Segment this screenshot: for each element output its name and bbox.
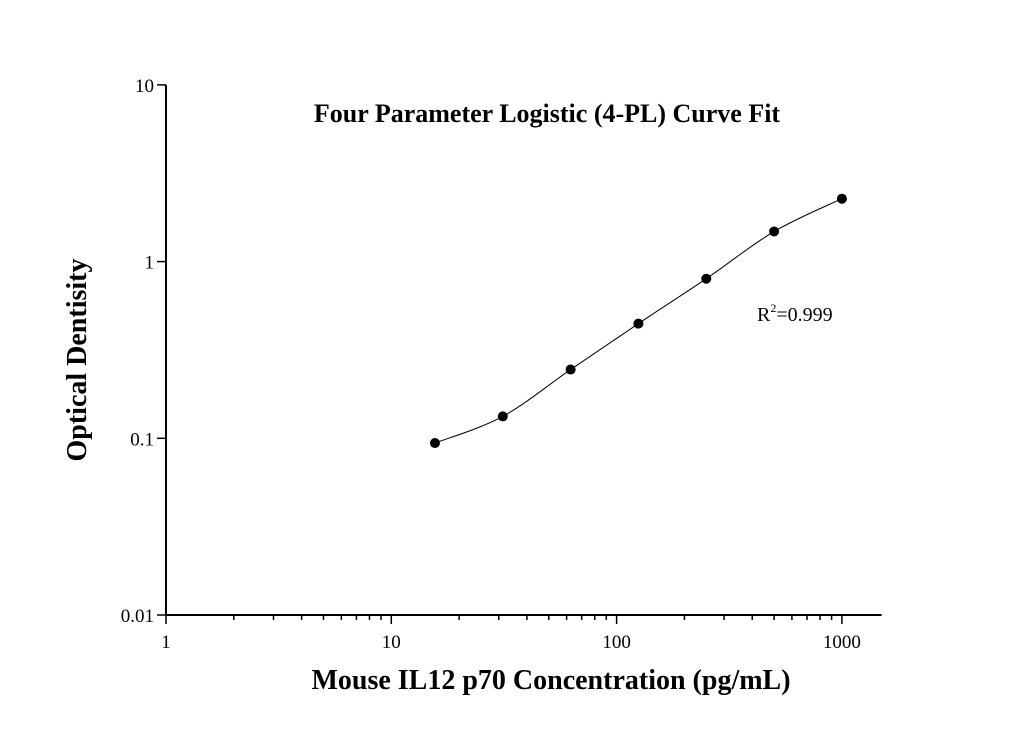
axes	[157, 84, 882, 624]
x-tick-label: 100	[602, 632, 631, 653]
data-point	[497, 411, 508, 422]
data-points	[429, 193, 847, 449]
r-squared-annotation: R2=0.999	[757, 301, 833, 326]
data-point	[836, 193, 847, 204]
chart-title: Four Parameter Logistic (4-PL) Curve Fit	[314, 99, 781, 128]
data-point	[633, 318, 644, 329]
y-axis-label: Optical Dentisity	[62, 259, 93, 462]
tick-labels: 1 10 100 1000 0.01 0.1 1 10	[121, 76, 861, 653]
y-tick-label: 1	[145, 253, 155, 274]
x-tick-label: 10	[382, 632, 401, 653]
x-tick-label: 1	[161, 632, 171, 653]
y-tick-label: 10	[135, 76, 154, 97]
r-label: R	[757, 304, 771, 326]
y-tick-label: 0.01	[121, 606, 154, 627]
data-point	[701, 273, 712, 284]
data-point	[769, 226, 780, 237]
x-axis-label: Mouse IL12 p70 Concentration (pg/mL)	[311, 665, 790, 696]
y-tick-label: 0.1	[130, 429, 154, 450]
data-point	[565, 364, 576, 375]
data-point	[429, 438, 440, 449]
x-tick-label: 1000	[823, 632, 861, 653]
r-superscript: 2	[770, 301, 776, 315]
r-value: =0.999	[776, 304, 832, 326]
